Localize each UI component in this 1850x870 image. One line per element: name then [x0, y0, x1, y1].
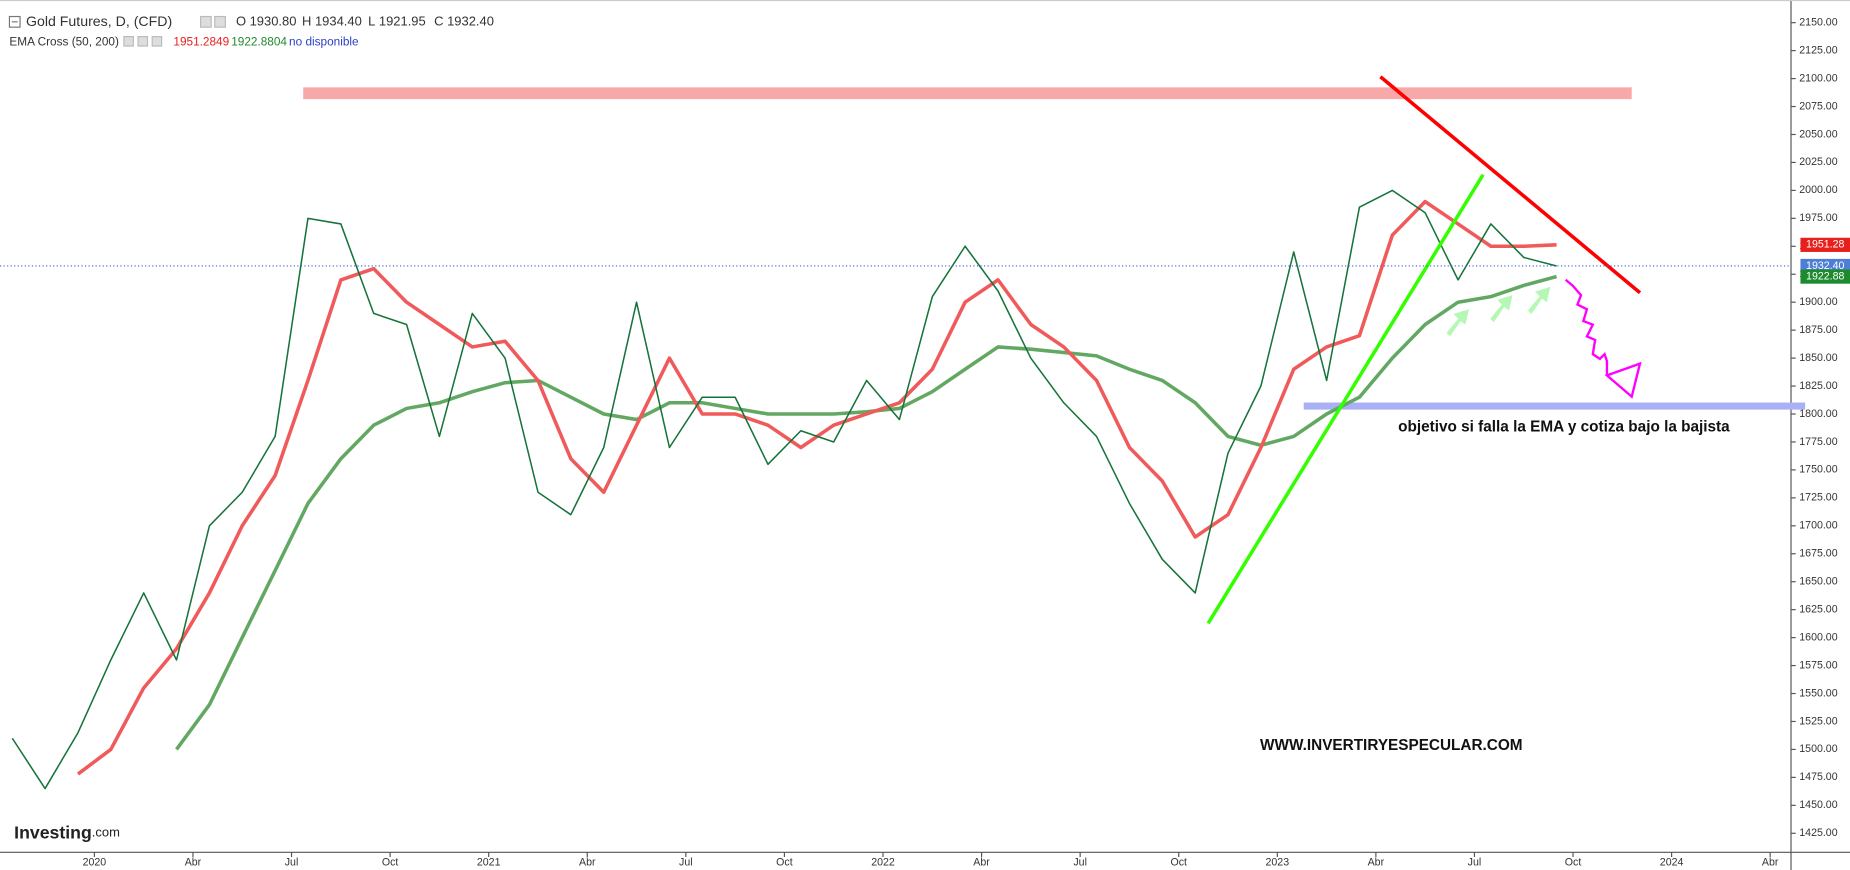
watermark: Investing.com	[14, 822, 120, 842]
indicator-value: 1951.2849	[173, 35, 229, 49]
price-label-box	[1800, 258, 1850, 274]
toolbar-icon[interactable]	[151, 36, 163, 47]
target-band	[1303, 402, 1806, 410]
x-tick-label: Jul	[285, 857, 299, 869]
x-tick-label: Abr	[185, 857, 202, 869]
ohlc-value: 1934.40	[315, 14, 362, 29]
y-tick-label: 1750.00	[1799, 464, 1837, 476]
support-arrow	[1527, 286, 1551, 315]
y-tick-label: 1875.00	[1799, 324, 1837, 336]
y-tick-label: 1725.00	[1799, 492, 1837, 504]
price-label: 1932.40	[1806, 260, 1844, 272]
indicator-value: 1922.8804	[231, 35, 287, 49]
y-tick-label: 1525.00	[1799, 715, 1837, 727]
x-tick-label: 2022	[871, 857, 895, 869]
ohlc-readout: O 1930.80 H 1934.40 L 1921.95 C 1932.40	[236, 14, 494, 29]
support-arrows	[1446, 286, 1551, 337]
resistance-band	[303, 87, 1632, 100]
ohlc-label: H	[302, 14, 311, 29]
y-tick-label: 1700.00	[1799, 520, 1837, 532]
support-arrow	[1490, 295, 1513, 323]
toolbar-icon[interactable]	[123, 36, 134, 47]
y-tick-label: 1575.00	[1799, 659, 1837, 671]
toolbar-icon[interactable]	[199, 15, 212, 28]
y-tick-label: 2100.00	[1799, 72, 1837, 84]
x-tick-label: Oct	[1170, 857, 1187, 869]
series-layer	[11, 189, 1558, 790]
y-tick-label: 1450.00	[1799, 799, 1837, 811]
y-tick-label: 1675.00	[1799, 548, 1837, 560]
indicator-name: EMA Cross (50, 200)	[9, 35, 119, 49]
x-tick-label: 2024	[1660, 857, 1684, 869]
y-tick-label: 2050.00	[1799, 128, 1837, 140]
ohlc-value: 1930.80	[250, 14, 297, 29]
x-tick-label: 2021	[477, 857, 501, 869]
y-tick-label: 1500.00	[1799, 743, 1837, 755]
ohlc-value: 1932.40	[447, 14, 494, 29]
collapse-icon[interactable]	[8, 15, 21, 28]
indicator-status: no disponible	[289, 35, 359, 49]
x-tick-label: Abr	[1762, 857, 1779, 869]
x-tick-label: 2020	[83, 857, 107, 869]
y-tick-label: 1800.00	[1799, 408, 1837, 420]
chart-title: Gold Futures, D, (CFD)	[26, 14, 172, 30]
price-label-box	[1800, 269, 1850, 284]
x-tick-label: Oct	[382, 857, 399, 869]
ohlc-item: O 1930.80	[236, 14, 297, 29]
toolbar-icon[interactable]	[137, 36, 149, 47]
annotation: objetivo si falla la EMA y cotiza bajo l…	[1398, 418, 1730, 435]
ohlc-label: C	[434, 14, 443, 29]
price-label: 1951.28	[1806, 239, 1844, 251]
ohlc-item: C 1932.40	[434, 14, 494, 29]
watermark-brand: Investing	[14, 822, 92, 842]
ohlc-item: L 1921.95	[368, 14, 426, 29]
toolbar-icons	[123, 15, 226, 47]
annotation: WWW.INVERTIRYESPECULAR.COM	[1260, 737, 1522, 754]
x-tick-label: Jul	[1468, 857, 1482, 869]
ohlc-item: H 1934.40	[302, 14, 362, 29]
watermark-suffix: .com	[92, 825, 120, 840]
downtrend-line	[1379, 75, 1642, 295]
x-tick-label: Abr	[973, 857, 990, 869]
y-tick-label: 1900.00	[1799, 296, 1837, 308]
ohlc-label: L	[368, 14, 375, 29]
y-tick-label: 1975.00	[1799, 212, 1837, 224]
series-line	[11, 189, 1557, 790]
series-line	[175, 274, 1558, 751]
y-tick-label: 1550.00	[1799, 687, 1837, 699]
x-tick-label: Abr	[579, 857, 596, 869]
price-label: 1922.88	[1806, 270, 1844, 282]
x-tick-label: Oct	[776, 857, 793, 869]
ohlc-label: O	[236, 14, 246, 29]
y-tick-label: 2000.00	[1799, 184, 1837, 196]
y-tick-label: 1650.00	[1799, 576, 1837, 588]
x-tick-label: 2023	[1266, 857, 1290, 869]
y-tick-label: 1475.00	[1799, 771, 1837, 783]
y-tick-label: 2025.00	[1799, 156, 1837, 168]
y-tick-label: 1850.00	[1799, 352, 1837, 364]
uptrend-line	[1206, 173, 1485, 625]
price-label-box	[1800, 237, 1850, 252]
x-tick-label: Jul	[1073, 857, 1087, 869]
y-tick-label: 1600.00	[1799, 631, 1837, 643]
y-tick-label: 1425.00	[1799, 827, 1837, 839]
projection-path	[1564, 278, 1609, 376]
support-arrow	[1446, 309, 1469, 337]
y-tick-label: 2125.00	[1799, 44, 1837, 56]
indicator-readout: 1951.2849 1922.8804	[173, 35, 287, 49]
y-tick-label: 1625.00	[1799, 603, 1837, 615]
x-tick-label: Jul	[679, 857, 693, 869]
y-tick-label: 2075.00	[1799, 100, 1837, 112]
x-tick-label: Oct	[1565, 857, 1582, 869]
ohlc-value: 1921.95	[379, 14, 426, 29]
y-tick-label: 2150.00	[1799, 16, 1837, 28]
y-tick-label: 1825.00	[1799, 380, 1837, 392]
toolbar-icon[interactable]	[214, 15, 226, 28]
y-tick-label: 1775.00	[1799, 436, 1837, 448]
projection-arrowhead	[1604, 361, 1642, 399]
x-tick-label: Abr	[1368, 857, 1385, 869]
